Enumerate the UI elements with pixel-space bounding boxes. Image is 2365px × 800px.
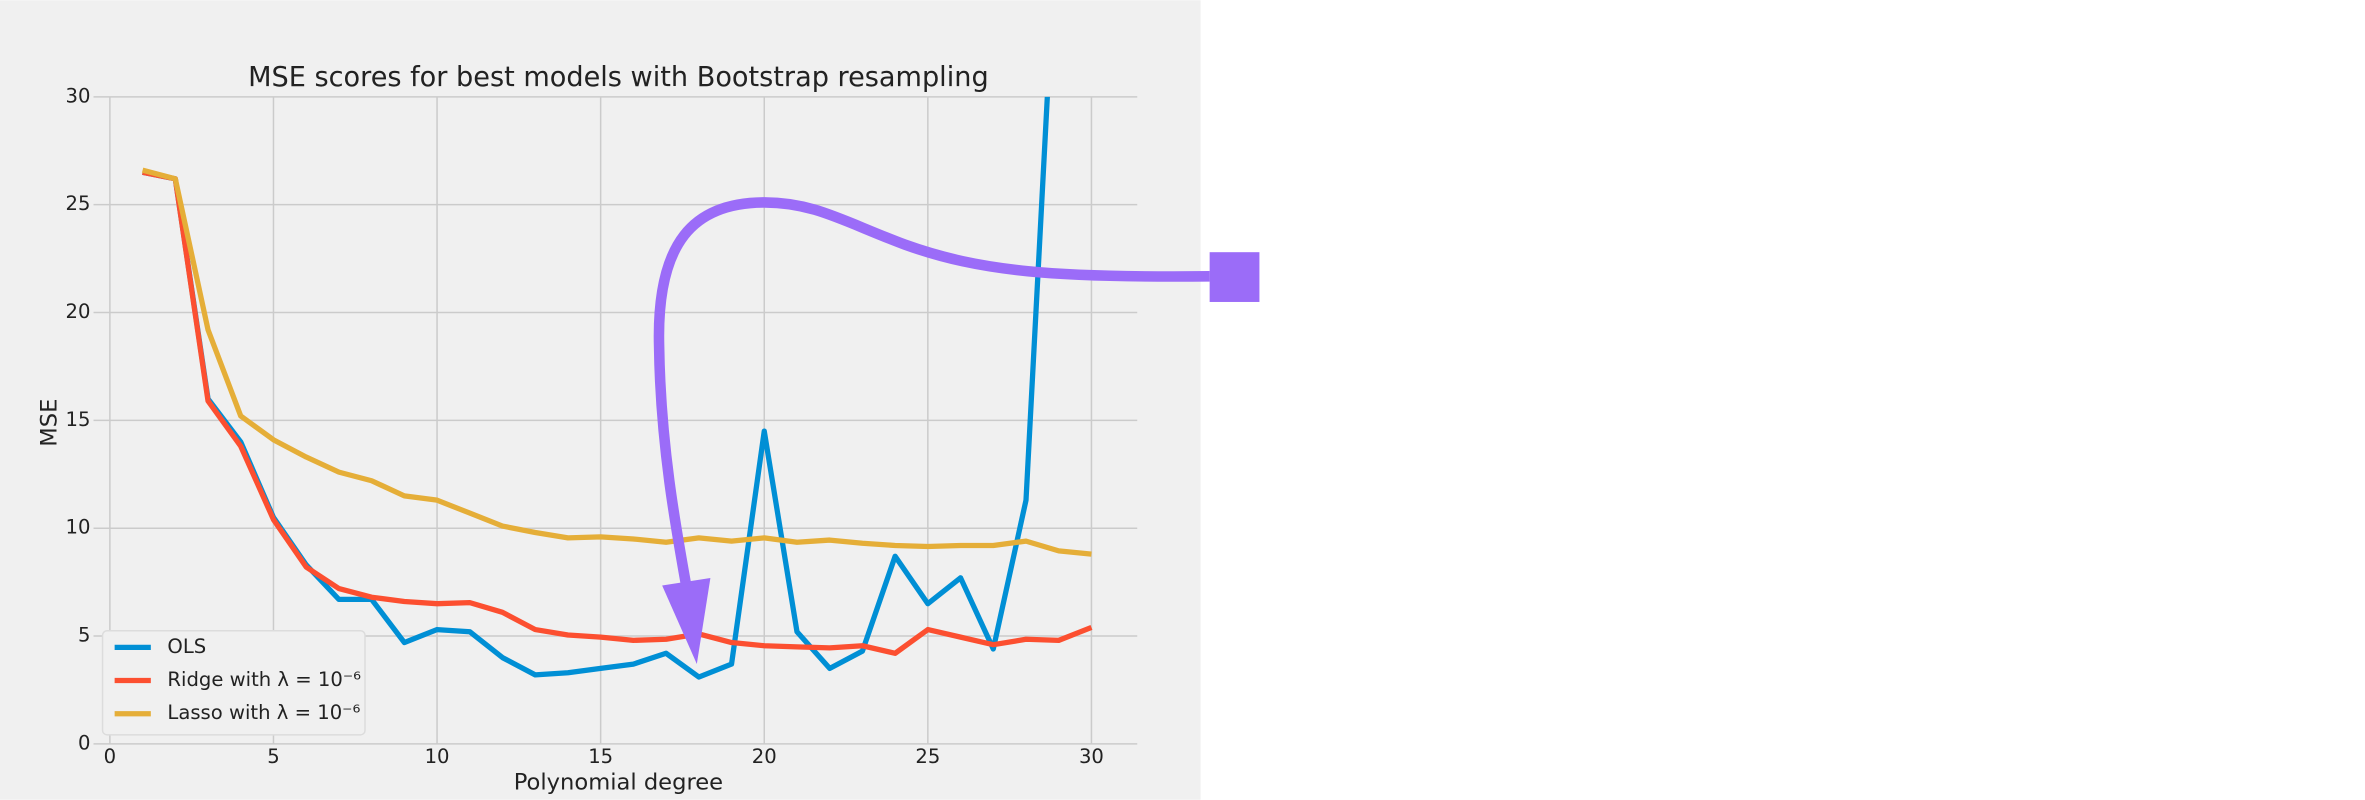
legend-label: Ridge with λ = 10⁻⁶ xyxy=(167,668,361,691)
y-tick-label: 20 xyxy=(66,300,91,323)
arrow-curve xyxy=(653,197,1210,613)
series-line xyxy=(141,167,1092,557)
y-tick-label: 5 xyxy=(78,624,90,647)
legend-box xyxy=(101,630,366,736)
y-tick-label: 10 xyxy=(66,516,91,539)
x-tick-label: 15 xyxy=(588,745,613,768)
y-tick-label: 30 xyxy=(66,84,91,107)
arrow-head xyxy=(662,577,711,664)
chart-title: MSE scores for best models with Bootstra… xyxy=(248,62,989,93)
ticks: 0 5 10 15 20 25 30 0 5 10 15 20 25 30 xyxy=(66,84,1104,768)
series-line xyxy=(142,169,1093,656)
legend-label: Lasso with λ = 10⁻⁶ xyxy=(167,701,360,724)
plot-lines xyxy=(141,96,1093,680)
x-tick-label: 25 xyxy=(915,745,940,768)
y-tick-label: 0 xyxy=(78,731,90,754)
legend-label: OLS xyxy=(167,635,206,658)
annotation-arrow xyxy=(653,197,1260,664)
x-tick-label: 5 xyxy=(267,745,279,768)
arrow-tail-square xyxy=(1209,252,1260,302)
y-tick-label: 15 xyxy=(66,408,91,431)
legend: OLS Ridge with λ = 10⁻⁶ Lasso with λ = 10⁻… xyxy=(101,630,366,736)
y-tick-label: 25 xyxy=(66,192,91,215)
x-tick-label: 20 xyxy=(752,745,777,768)
x-tick-label: 10 xyxy=(425,745,450,768)
x-tick-label: 30 xyxy=(1079,745,1104,768)
y-axis-label: MSE xyxy=(36,399,62,447)
x-tick-label: 0 xyxy=(104,745,116,768)
x-axis-label: Polynomial degree xyxy=(514,770,723,796)
